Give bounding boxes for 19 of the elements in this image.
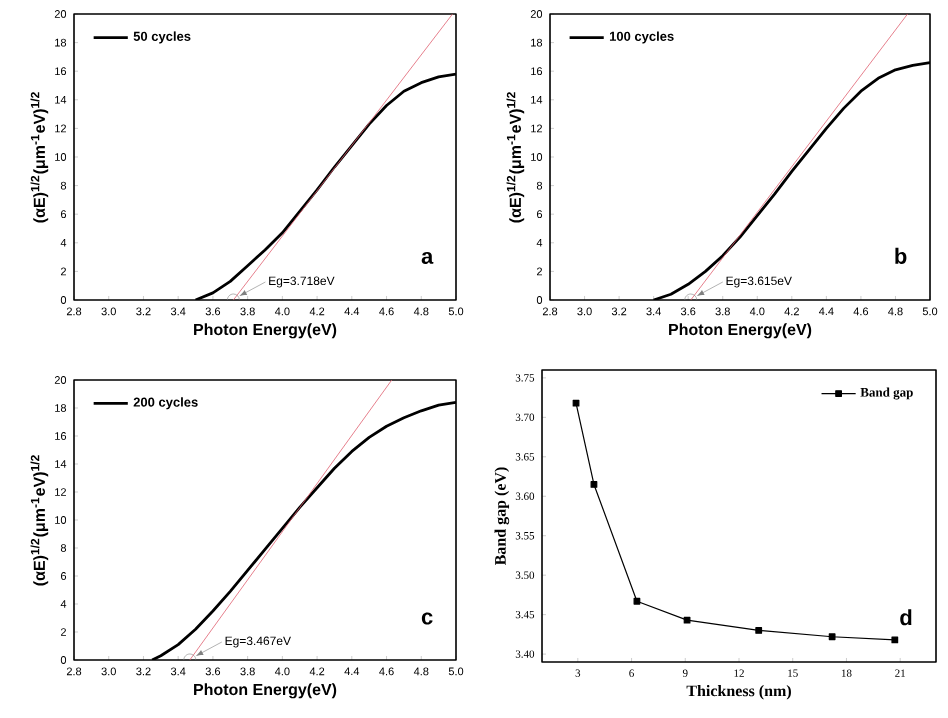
annotation: d: [900, 609, 912, 626]
x-axis-title: Thickness (nm): [686, 685, 791, 700]
y-axis-title: (αE)$^{1/2}$(μm$^{-1}$eV)$^{1/2}$: [506, 92, 525, 223]
point: [683, 616, 691, 624]
x-axis-title: Photon Energy(eV): [669, 323, 812, 339]
x-axis-title: Photon Energy(eV): [194, 323, 337, 339]
point: [633, 597, 641, 605]
annotation: a: [421, 251, 434, 264]
y-axis-title: Band gap (eV): [494, 467, 510, 566]
point: [572, 399, 580, 407]
x-axis-title: Photon Energy(eV): [194, 683, 337, 699]
annotation: b: [895, 247, 907, 264]
y-axis-title: (αE)$^{1/2}$(μm$^{-1}$eV)$^{1/2}$: [30, 92, 49, 223]
annotation: c: [421, 612, 433, 625]
y-axis-title: (αE)$^{1/2}$(μm$^{-1}$eV)$^{1/2}$: [30, 455, 49, 586]
point: [590, 481, 598, 488]
point: [891, 636, 899, 644]
point: [755, 627, 763, 634]
point: [828, 633, 836, 641]
